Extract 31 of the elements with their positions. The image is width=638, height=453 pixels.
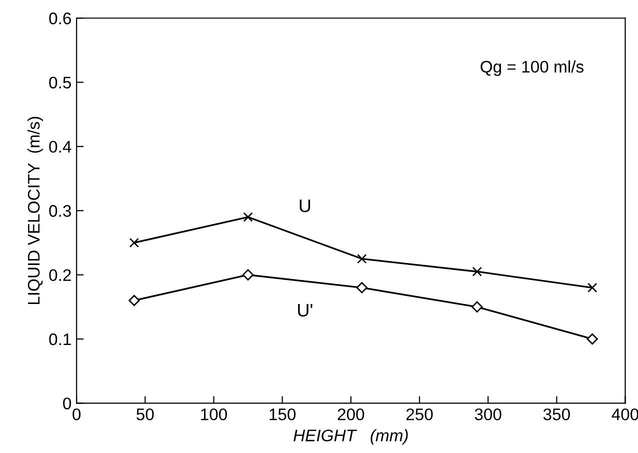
annotation: Qg = 100 ml/s <box>480 60 584 76</box>
x-tick-label: 250 <box>406 408 433 420</box>
x-tick-label: 400 <box>612 408 638 420</box>
y-tick-label: 0.2 <box>49 269 71 282</box>
point <box>242 269 254 280</box>
point <box>471 301 483 313</box>
point <box>586 333 598 345</box>
y-tick-label: 0.6 <box>49 12 71 24</box>
series-label: U' <box>298 304 312 317</box>
x-tick-label: 50 <box>136 408 154 420</box>
point <box>243 212 253 222</box>
point <box>357 254 367 264</box>
y-tick-label: 0.3 <box>49 205 71 217</box>
series-label: U <box>300 200 310 212</box>
x-axis-title: HEIGHT (mm) <box>294 429 408 445</box>
x-tick-label: 0 <box>72 408 81 420</box>
x-tick-label: 200 <box>338 408 364 420</box>
x-tick-label: 300 <box>474 408 502 420</box>
point <box>128 294 140 306</box>
point <box>472 266 482 276</box>
y-axis-title: LIQUID VELOCITY (m/s) <box>27 116 43 304</box>
y-tick-label: 0.4 <box>49 140 72 153</box>
y-tick-label: 0 <box>63 398 72 410</box>
point <box>587 282 598 293</box>
x-tick-label: 150 <box>270 408 296 420</box>
point <box>129 238 140 248</box>
y-tick-label: 0.5 <box>49 76 71 88</box>
point <box>356 282 368 294</box>
x-tick-label: 350 <box>543 408 570 420</box>
y-tick-label: 0.1 <box>49 333 71 346</box>
x-tick-label: 100 <box>201 408 227 420</box>
